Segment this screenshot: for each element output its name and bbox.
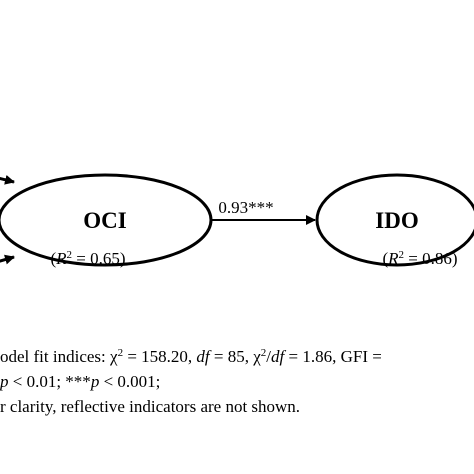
node-label: IDO bbox=[375, 208, 418, 233]
r-squared: (R2 = 0.86) bbox=[382, 249, 457, 268]
text-run: / bbox=[266, 347, 271, 366]
text-run: 2 bbox=[261, 347, 267, 359]
text-run: 2 bbox=[118, 347, 124, 359]
text-run: df bbox=[196, 347, 212, 366]
text-run: p bbox=[0, 372, 9, 391]
note-line: odel fit indices: χ2 = 158.20, df = 85, … bbox=[0, 347, 382, 366]
indicator-arrow bbox=[0, 254, 15, 265]
indicator-arrow bbox=[0, 174, 15, 185]
text-run: 2 bbox=[399, 249, 405, 261]
node-ellipse bbox=[315, 173, 474, 267]
text-run: R bbox=[387, 249, 399, 268]
text-run: df bbox=[271, 347, 287, 366]
text-run: ( bbox=[50, 249, 56, 268]
text-run: R bbox=[55, 249, 67, 268]
text-run: p bbox=[90, 372, 100, 391]
text-run: < 0.01; *** bbox=[9, 372, 91, 391]
text-run: ( bbox=[382, 249, 388, 268]
r-squared: (R2 = 0.65) bbox=[50, 249, 125, 268]
text-run: odel fit indices: χ bbox=[0, 347, 118, 366]
text-run: = 1.86, GFI = bbox=[284, 347, 382, 366]
node-label: OCI bbox=[83, 208, 127, 233]
node-ellipse bbox=[0, 173, 213, 267]
note-line: r clarity, reflective indicators are not… bbox=[0, 397, 300, 416]
text-run: = 0.86) bbox=[404, 249, 458, 268]
text-run: < 0.001; bbox=[99, 372, 160, 391]
text-run: = 85, χ bbox=[210, 347, 262, 366]
text-run: 2 bbox=[67, 249, 73, 261]
text-run: r clarity, reflective indicators are not… bbox=[0, 397, 300, 416]
text-run: = 0.65) bbox=[72, 249, 126, 268]
edge-label: 0.93*** bbox=[218, 198, 273, 217]
text-run: = 158.20, bbox=[123, 347, 196, 366]
note-line: p < 0.01; ***p < 0.001; bbox=[0, 372, 160, 391]
